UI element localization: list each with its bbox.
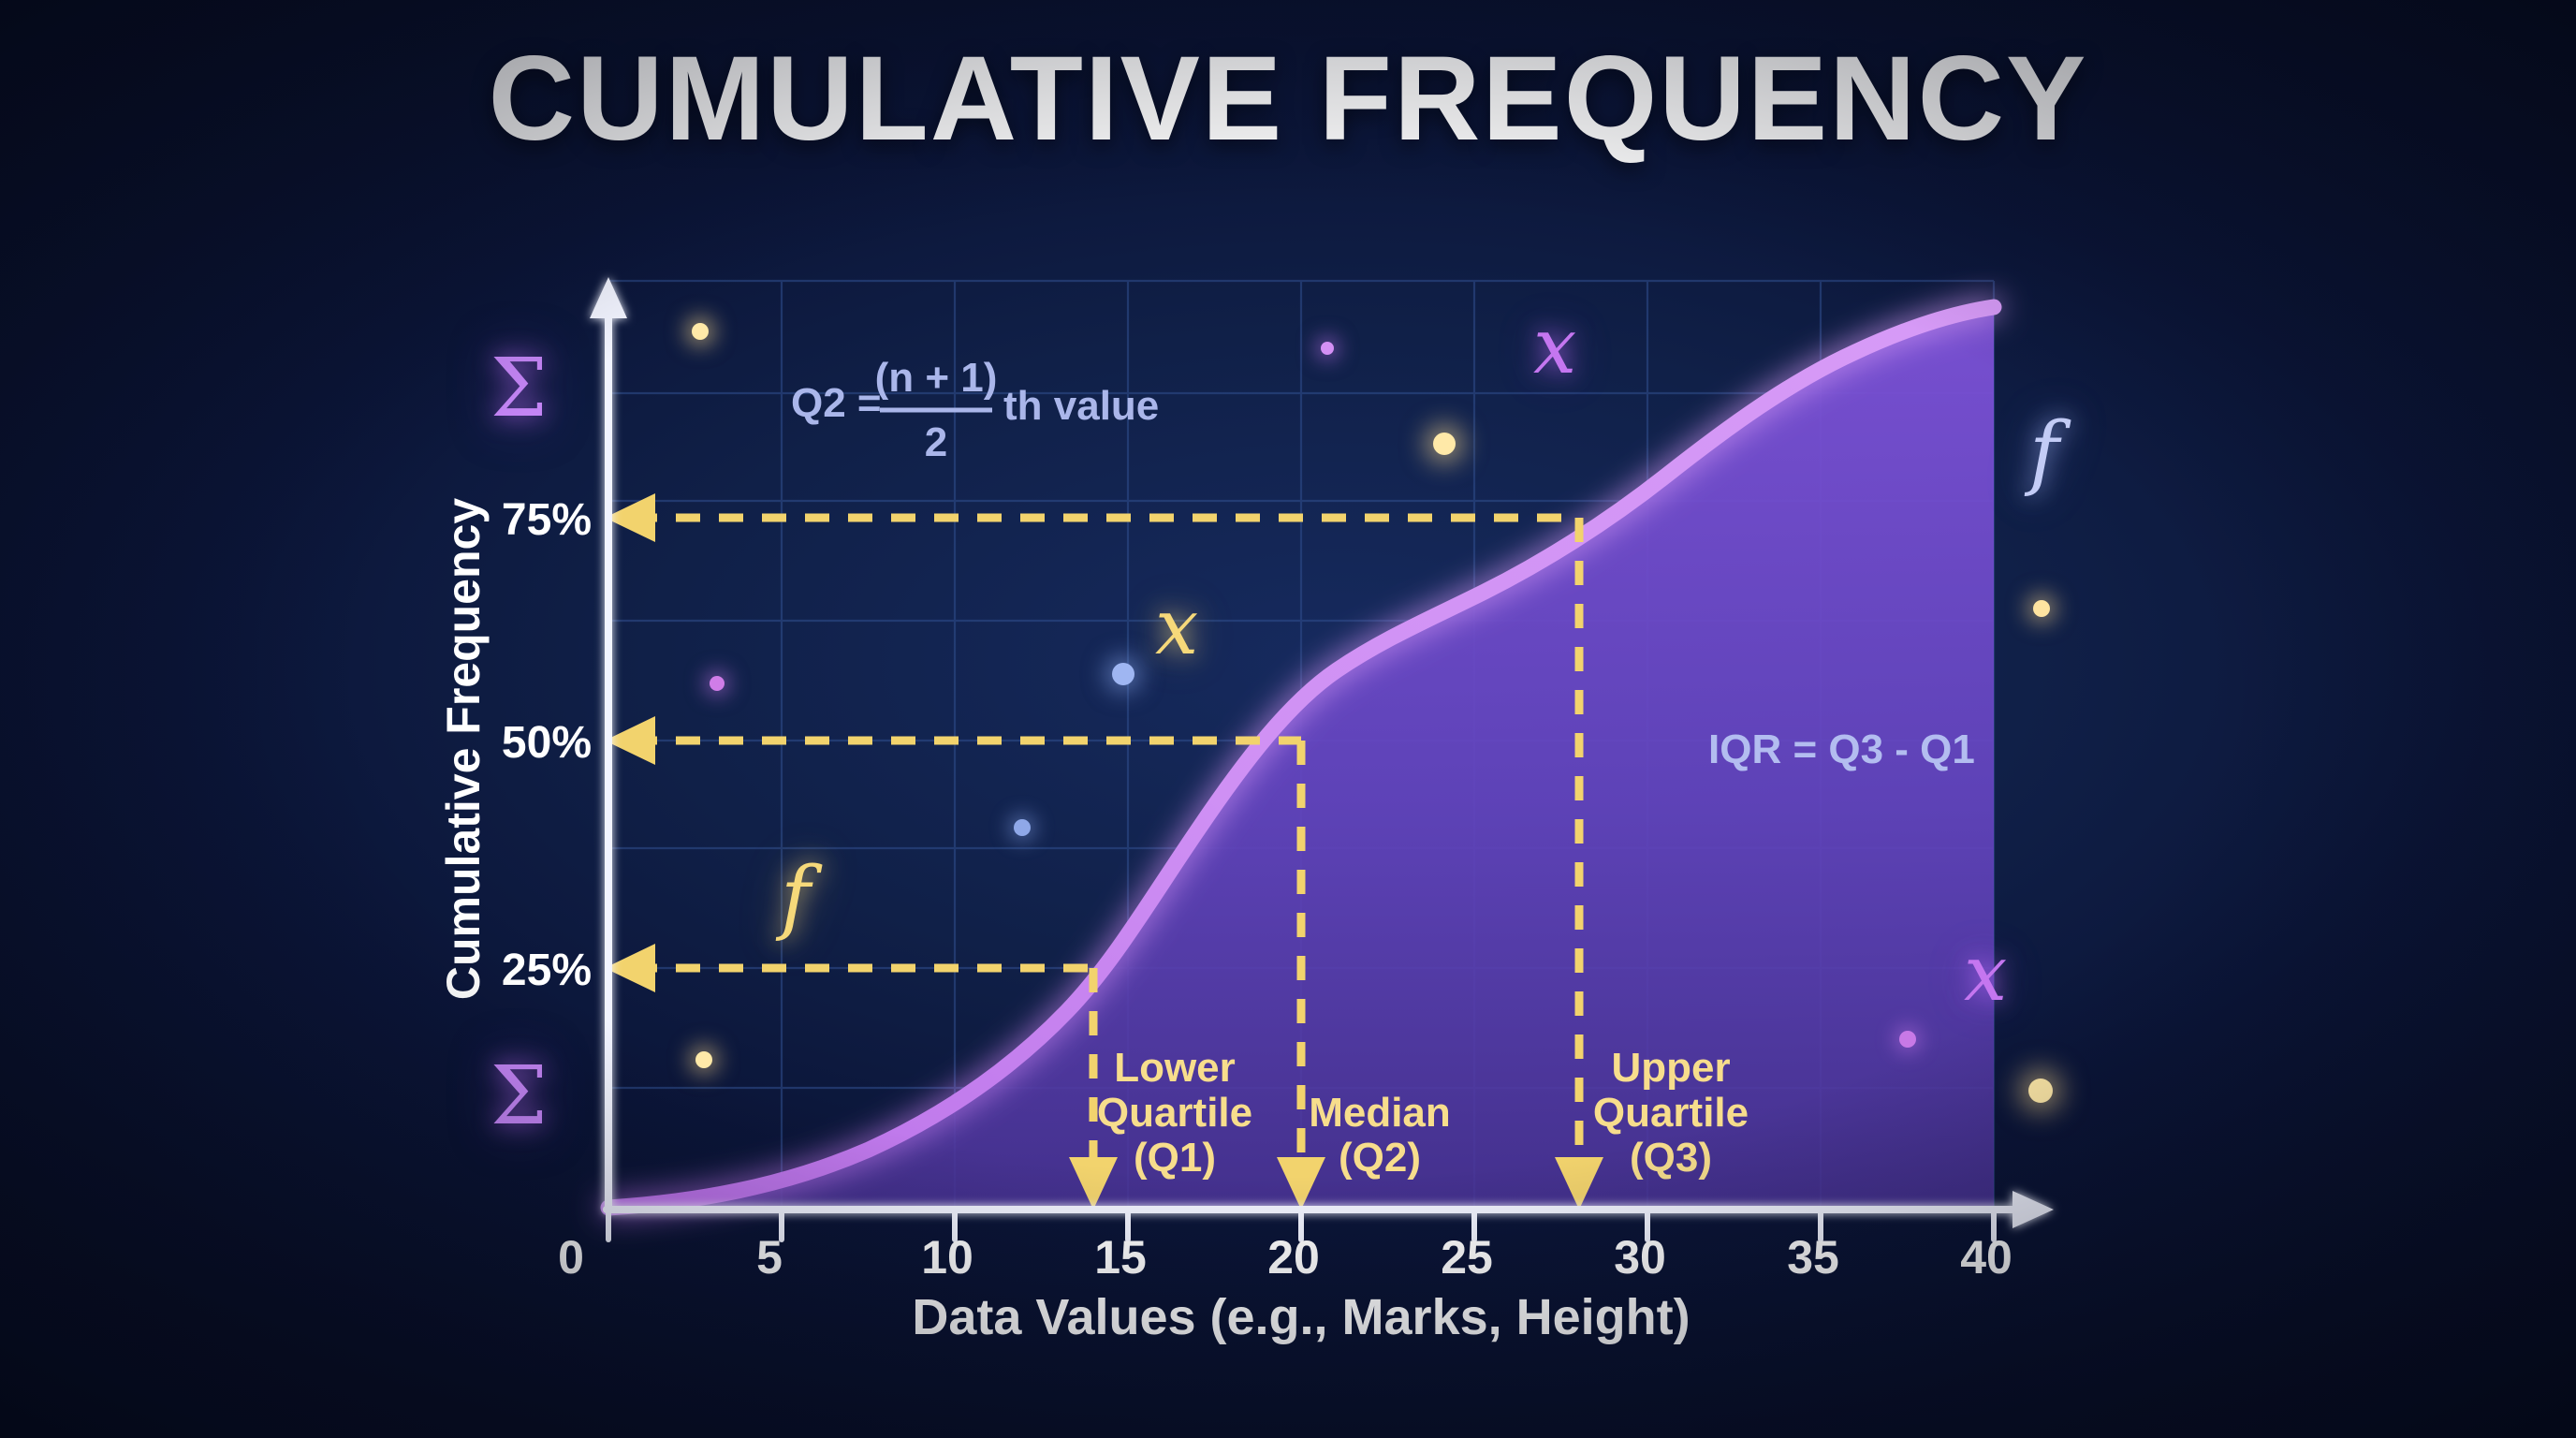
- q3-label-line1: Upper: [1611, 1045, 1730, 1091]
- q1-label-line2: Quartile: [1097, 1090, 1252, 1136]
- x-tick-label: 10: [921, 1231, 973, 1284]
- median-formula-lhs: Q2 =: [791, 380, 882, 426]
- x-tick-label: 20: [1267, 1231, 1320, 1284]
- x-tick-label: 15: [1094, 1231, 1147, 1284]
- x-axis-arrow: [2012, 1191, 2054, 1228]
- q3-label-line2: Quartile: [1593, 1090, 1749, 1136]
- q1-label-line3: (Q1): [1134, 1135, 1216, 1181]
- q2-label-line2: (Q2): [1339, 1135, 1421, 1181]
- x-tick-label: 5: [756, 1231, 783, 1284]
- y-axis-title: Cumulative Frequency: [437, 498, 490, 1000]
- x-tick-label: 25: [1441, 1231, 1493, 1284]
- x-tick-labels: 0 5 10 15 20 25 30 35 40: [558, 1231, 2012, 1284]
- q2-label-line1: Median: [1309, 1090, 1451, 1136]
- q3-label-line3: (Q3): [1630, 1135, 1712, 1181]
- median-formula-annotation: Q2 = (n + 1) 2 th value: [791, 355, 1159, 465]
- y-tick-label: 25%: [502, 946, 592, 995]
- q1-label-line1: Lower: [1114, 1045, 1236, 1091]
- x-tick-label: 40: [1960, 1231, 2012, 1284]
- y-axis-arrow: [590, 277, 627, 318]
- y-tick-label: 75%: [502, 495, 592, 545]
- median-formula-suffix: th value: [1003, 383, 1159, 429]
- x-axis-title: Data Values (e.g., Marks, Height): [912, 1289, 1690, 1345]
- iqr-formula-annotation: IQR = Q3 - Q1: [1708, 726, 1975, 772]
- y-tick-labels: 25% 50% 75%: [502, 495, 592, 995]
- y-tick-label: 50%: [502, 718, 592, 768]
- x-tick-label: 0: [558, 1231, 584, 1284]
- median-formula-numerator: (n + 1): [875, 355, 998, 401]
- q2-arrowhead: [605, 716, 655, 765]
- q1-arrowhead: [605, 944, 655, 992]
- median-formula-denominator: 2: [925, 419, 947, 465]
- x-tick-label: 35: [1787, 1231, 1839, 1284]
- x-tick-label: 30: [1614, 1231, 1666, 1284]
